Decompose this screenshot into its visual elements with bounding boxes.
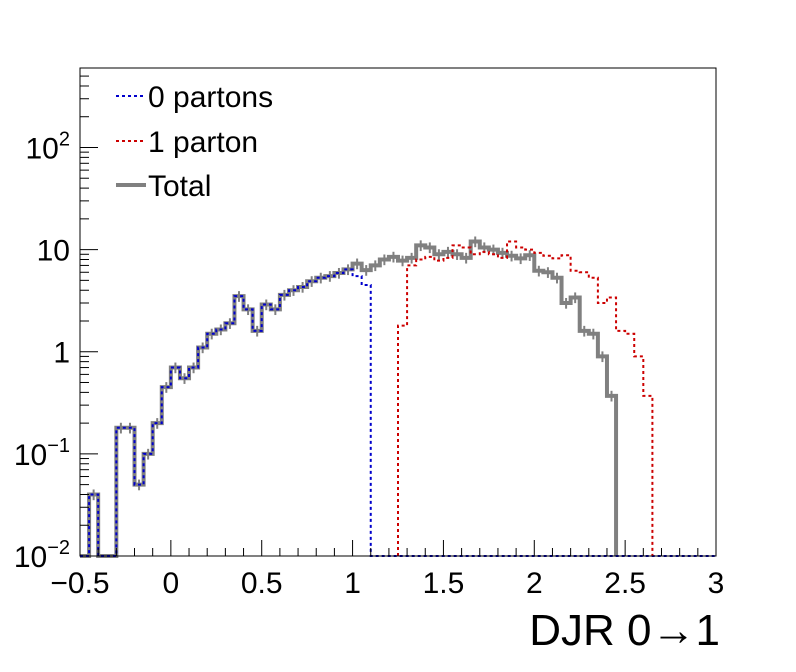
x-tick-label: 1.5 — [423, 567, 465, 600]
y-tick-label: 102 — [26, 128, 71, 165]
x-tick-label: 0 — [163, 567, 180, 600]
y-axis-tick-labels: 10−2 10−1 1 10 102 — [14, 128, 70, 574]
y-tick-label: 10−2 — [14, 537, 70, 574]
x-tick-label: 3 — [708, 567, 725, 600]
y-tick-label: 10−1 — [14, 435, 70, 472]
legend: 0 partons 1 parton Total — [116, 81, 273, 203]
plot-frame — [79, 67, 717, 557]
x-axis-tick-labels: −0.5 0 0.5 1 1.5 2 2.5 3 — [50, 567, 724, 600]
x-tick-label: −0.5 — [50, 567, 109, 600]
x-tick-label: 1 — [344, 567, 361, 600]
x-tick-label: 0.5 — [241, 567, 283, 600]
y-tick-label: 10 — [37, 235, 70, 268]
series-1-parton — [397, 240, 654, 556]
x-tick-label: 2.5 — [604, 567, 646, 600]
legend-label-0-partons: 0 partons — [148, 81, 273, 114]
y-axis-ticks — [80, 67, 98, 557]
x-tick-label: 2 — [526, 567, 543, 600]
legend-label-total: Total — [148, 170, 211, 203]
x-axis-ticks — [79, 540, 717, 556]
legend-label-1-parton: 1 parton — [148, 126, 258, 159]
x-axis-label: DJR 0→1 — [529, 606, 720, 655]
y-tick-label: 1 — [53, 337, 70, 370]
